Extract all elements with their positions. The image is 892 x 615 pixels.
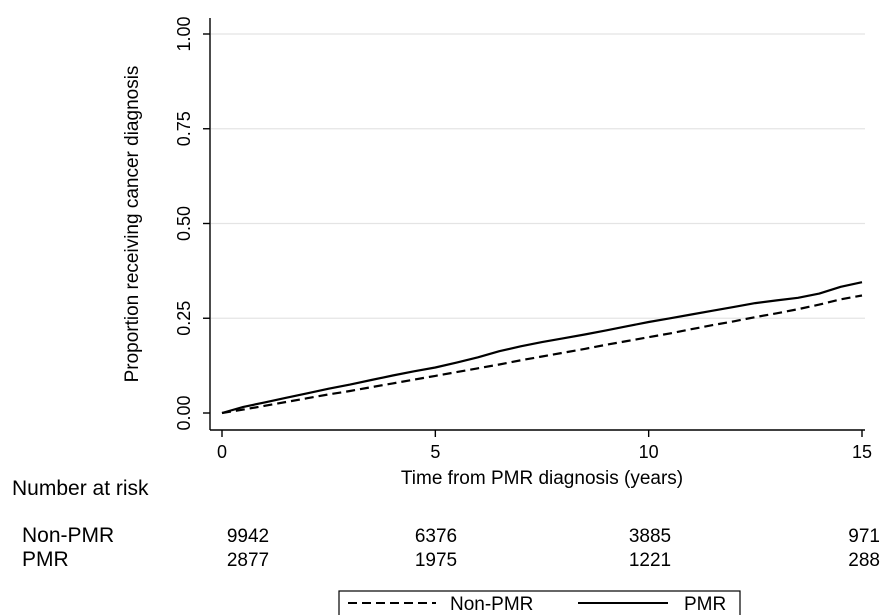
risk-value: 2877 (227, 550, 269, 571)
y-axis-title: Proportion receiving cancer diagnosis (122, 66, 143, 383)
x-tick-label: 10 (639, 442, 659, 462)
y-tick-label: 0.75 (174, 111, 194, 146)
risk-value: 1975 (415, 550, 457, 571)
y-tick-label: 0.50 (174, 206, 194, 241)
x-tick-label: 15 (852, 442, 872, 462)
legend-label-non-pmr: Non-PMR (450, 594, 533, 615)
risk-table-title: Number at risk (12, 477, 149, 500)
legend: Non-PMR PMR (338, 590, 741, 615)
legend-box (338, 590, 741, 615)
risk-row-label: Non-PMR (22, 524, 114, 547)
axes: 0.00 0.25 0.50 0.75 1.00 0 5 10 15 (174, 16, 872, 462)
y-tick-label: 1.00 (174, 16, 194, 51)
risk-value: 9942 (227, 526, 269, 547)
x-axis-title: Time from PMR diagnosis (years) (401, 468, 683, 489)
risk-table: Number at risk Non-PMR 9942 6376 3885 971 PMR… (12, 477, 880, 571)
risk-value: 1221 (629, 550, 671, 571)
y-tick-label: 0.00 (174, 395, 194, 430)
risk-value: 288 (848, 550, 880, 571)
series-lines (221, 281, 863, 415)
risk-value: 3885 (629, 526, 671, 547)
series-line-non-pmr (221, 294, 863, 415)
risk-row-label: PMR (22, 548, 69, 571)
x-tick-label: 5 (430, 442, 440, 462)
y-tick-label: 0.25 (174, 301, 194, 336)
risk-value: 6376 (415, 526, 457, 547)
gridlines (211, 33, 865, 319)
x-tick-label: 0 (217, 442, 227, 462)
risk-value: 971 (848, 526, 880, 547)
legend-label-pmr: PMR (684, 594, 726, 615)
series-line-pmr (221, 281, 863, 415)
